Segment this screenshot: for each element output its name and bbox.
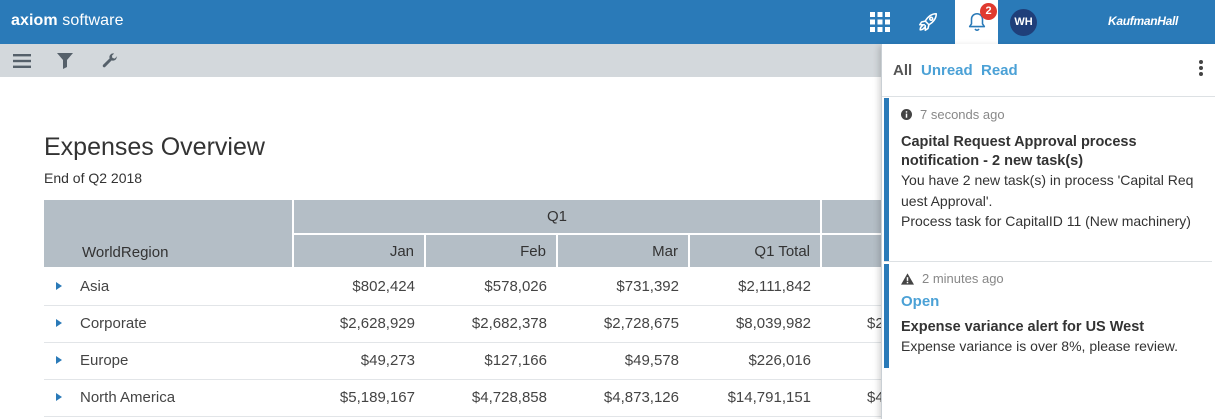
apps-grid-icon[interactable] [862,0,898,44]
partner-logo: KaufmanHall [1108,14,1179,28]
column-header-feb[interactable]: Feb [424,234,558,269]
table-cell: $2,682,378 [425,305,557,343]
expand-caret-icon[interactable] [56,393,62,402]
group-header-next [820,200,886,235]
open-link[interactable]: Open [901,293,940,310]
row-label[interactable]: Asia [44,268,293,306]
notification-timestamp: 2 minutes ago [901,271,1004,286]
app-logo[interactable]: axiom software [11,12,124,29]
notifications-panel: All Unread Read 7 seconds ago Capital Re… [881,44,1215,419]
wrench-icon[interactable] [94,44,126,77]
table-cell: $2,728,675 [557,305,689,343]
group-header-q1: Q1 [291,200,823,235]
table-cell: $2,628,929 [293,305,425,343]
table-cell: $4,728,858 [425,379,557,417]
table-row: Asia $802,424 $578,026 $731,392 $2,111,8… [44,268,885,306]
table-row: Europe $49,273 $127,166 $49,578 $226,016 [44,342,885,380]
tab-read[interactable]: Read [981,62,1018,79]
info-icon [901,109,912,120]
report-title: Expenses Overview [44,133,265,161]
column-header-next [820,234,886,269]
table-row: North America $5,189,167 $4,728,858 $4,8… [44,379,885,417]
expand-caret-icon[interactable] [56,319,62,328]
report-subtitle: End of Q2 2018 [44,170,143,186]
table-cell: $578,026 [425,268,557,306]
rocket-icon[interactable] [908,0,948,44]
warning-icon [901,272,914,285]
filter-icon[interactable] [49,44,81,77]
row-label[interactable]: Corporate [44,305,293,343]
bell-icon [966,11,988,33]
table-cell [821,342,885,380]
table-cell: $802,424 [293,268,425,306]
table-cell: $4 [821,379,885,417]
tab-all[interactable]: All [893,62,913,79]
column-header-jan[interactable]: Jan [292,234,426,269]
table-cell: $226,016 [689,342,822,380]
unread-indicator [884,264,889,368]
table-cell: $5,189,167 [293,379,425,417]
app-header: axiom software 2 WH KaufmanHall [0,0,1215,44]
notification-timestamp: 7 seconds ago [901,107,1005,122]
table-cell: $8,039,982 [689,305,822,343]
table-cell: $4,873,126 [557,379,689,417]
notification-tabs: All Unread Read [882,44,1215,97]
notification-title: Expense variance alert for US West [901,319,1145,335]
table-cell: $731,392 [557,268,689,306]
table-cell: $14,791,151 [689,379,822,417]
table-row: Corporate $2,628,929 $2,682,378 $2,728,6… [44,305,885,343]
table-cell: $49,578 [557,342,689,380]
row-label[interactable]: North America [44,379,293,417]
unread-indicator [884,98,889,261]
menu-icon[interactable] [6,44,38,77]
notification-body: You have 2 new task(s) in process 'Capit… [901,172,1194,229]
table-cell [821,268,885,306]
column-header-q1-total[interactable]: Q1 Total [687,234,823,269]
notification-count-badge: 2 [980,3,997,20]
notification-item[interactable]: 7 seconds ago Capital Request Approval p… [884,98,1212,262]
avatar[interactable]: WH [1010,9,1037,36]
expand-caret-icon[interactable] [56,282,62,291]
table-cell: $49,273 [293,342,425,380]
tab-unread[interactable]: Unread [921,62,973,79]
more-options-icon[interactable] [1198,60,1204,80]
table-cell: $127,166 [425,342,557,380]
expenses-grid: WorldRegion Q1 Jan Feb Mar Q1 Total Asia… [44,200,886,417]
notification-title: Capital Request Approval process notific… [901,134,1137,169]
notification-body: Expense variance is over 8%, please revi… [901,338,1179,354]
expand-caret-icon[interactable] [56,356,62,365]
table-cell: $2 [821,305,885,343]
notification-item[interactable]: 2 minutes ago Open Expense variance aler… [884,264,1212,368]
table-cell: $2,111,842 [689,268,822,306]
notifications-button[interactable]: 2 [955,0,998,44]
row-header: WorldRegion [44,200,294,269]
column-header-mar[interactable]: Mar [556,234,690,269]
row-label[interactable]: Europe [44,342,293,380]
